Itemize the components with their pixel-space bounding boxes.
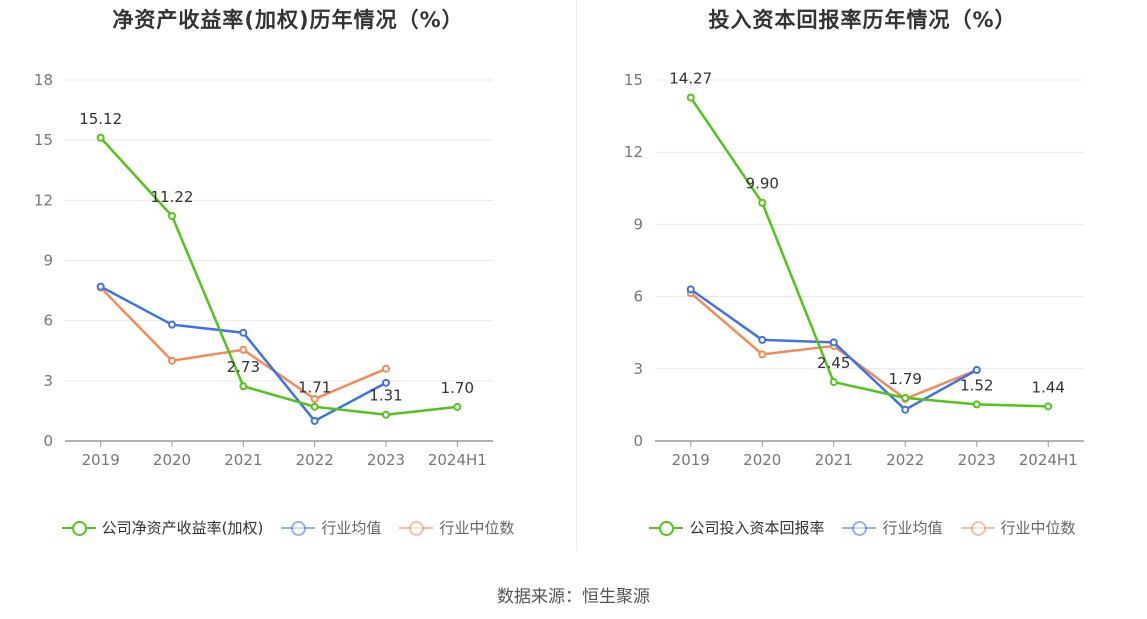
y-tick-label: 12 <box>624 143 643 161</box>
x-tick-label: 2020 <box>743 451 781 469</box>
legend-label: 行业均值 <box>882 519 943 537</box>
legend-company-swatch-icon <box>61 520 96 536</box>
x-tick-label: 2021 <box>224 451 262 469</box>
roe-series-median-line <box>99 286 387 401</box>
y-tick-label: 15 <box>624 71 643 89</box>
roe-data-label: 11.22 <box>151 188 194 206</box>
legend-item-industry-avg[interactable]: 行业均值 <box>842 517 943 538</box>
roic-company-point <box>972 400 981 409</box>
x-tick-label: 2023 <box>958 451 996 469</box>
roe-median-point <box>239 345 248 354</box>
roe-median-point <box>310 394 319 403</box>
x-tick-label: 2024H1 <box>428 451 487 469</box>
roe-avg-point <box>310 416 319 425</box>
roe-chart-legend: 公司净资产收益率(加权) 行业均值 行业中位数 <box>0 517 576 538</box>
roe-company-point <box>168 211 176 220</box>
roe-chart-panel: 净资产收益率(加权)历年情况（%） 0 3 6 9 12 15 18 2019 2020 2021… <box>0 0 576 555</box>
roe-data-label: 15.12 <box>79 110 122 128</box>
y-tick-label: 3 <box>633 360 643 378</box>
roic-avg-point <box>829 338 838 347</box>
roe-data-label: 1.71 <box>298 379 331 397</box>
roe-company-point <box>310 402 319 411</box>
y-tick-label: 3 <box>43 372 53 390</box>
legend-item-industry-avg[interactable]: 行业均值 <box>281 517 381 538</box>
data-source-note: 数据来源：恒生聚源 <box>497 587 650 607</box>
roe-avg-point <box>239 328 248 337</box>
roic-data-label: 1.79 <box>889 370 922 388</box>
legend-avg-swatch-icon <box>842 520 877 536</box>
legend-label: 公司净资产收益率(加权) <box>101 519 264 537</box>
roic-avg-point <box>686 285 695 294</box>
x-tick-label: 2023 <box>367 451 405 469</box>
roic-avg-point <box>972 366 981 375</box>
roe-avg-point <box>168 320 176 329</box>
roe-avg-point <box>96 282 105 291</box>
y-tick-label: 9 <box>633 215 643 233</box>
y-tick-label: 0 <box>633 432 643 450</box>
x-tick-label: 2022 <box>886 451 924 469</box>
x-tick-label: 2020 <box>153 451 191 469</box>
panel-divider <box>576 0 577 550</box>
roic-median-point <box>758 350 767 359</box>
roe-company-point <box>382 410 390 419</box>
roe-company-point <box>239 382 248 391</box>
legend-label: 行业均值 <box>321 519 382 537</box>
roic-chart-svg: 0 3 6 9 12 15 2019 2020 2021 2022 2023 2024H1 14.27 9… <box>624 70 1084 469</box>
roic-company-point <box>1044 402 1053 411</box>
legend-company-swatch-icon <box>649 520 684 536</box>
roic-company-point <box>829 378 838 387</box>
legend-item-industry-median[interactable]: 行业中位数 <box>399 517 514 538</box>
roe-chart-svg: 0 3 6 9 12 15 18 2019 2020 2021 2022 2023 2024H1 15.1… <box>34 71 493 469</box>
roe-median-point <box>382 364 390 373</box>
roe-avg-point <box>382 378 390 387</box>
y-tick-label: 15 <box>34 131 53 149</box>
roe-series-company-line <box>99 136 458 416</box>
y-tick-label: 18 <box>34 71 53 89</box>
roe-data-label: 1.70 <box>441 379 474 397</box>
x-tick-label: 2019 <box>82 451 120 469</box>
legend-label: 行业中位数 <box>1000 519 1076 537</box>
roe-data-label: 2.73 <box>227 358 260 376</box>
roe-series-avg-line <box>100 285 387 423</box>
roic-company-point <box>686 93 695 102</box>
y-tick-label: 6 <box>43 312 53 330</box>
roe-company-point <box>453 402 462 411</box>
y-tick-label: 6 <box>633 288 643 306</box>
y-tick-label: 12 <box>34 191 53 209</box>
roe-data-label: 1.31 <box>369 387 402 405</box>
x-tick-label: 2019 <box>672 451 710 469</box>
roic-data-label: 2.45 <box>817 354 850 372</box>
roic-company-point <box>758 198 767 207</box>
legend-item-company-roe[interactable]: 公司净资产收益率(加权) <box>61 517 264 538</box>
y-tick-label: 9 <box>43 252 53 270</box>
roe-median-point <box>168 356 176 365</box>
roic-chart-panel: 投入资本回报率历年情况（%） 0 3 6 9 12 15 2019 2020 2021 2022 2… <box>578 0 1147 555</box>
roic-avg-point <box>758 335 767 344</box>
x-tick-label: 2022 <box>296 451 334 469</box>
legend-label: 公司投入资本回报率 <box>689 519 825 537</box>
roe-company-point <box>96 133 105 142</box>
x-tick-label: 2024H1 <box>1019 451 1078 469</box>
legend-item-company-roic[interactable]: 公司投入资本回报率 <box>649 517 824 538</box>
roic-avg-point <box>901 405 910 414</box>
roic-chart-legend: 公司投入资本回报率 行业均值 行业中位数 <box>578 517 1147 538</box>
legend-avg-swatch-icon <box>281 520 316 536</box>
legend-median-swatch-icon <box>399 520 434 536</box>
roic-data-label: 1.52 <box>960 376 993 394</box>
roic-chart-title: 投入资本回报率历年情况（%） <box>708 8 1017 32</box>
y-tick-label: 0 <box>43 432 53 450</box>
roic-company-point <box>901 393 910 402</box>
roic-data-label: 14.27 <box>669 70 712 88</box>
roic-data-label: 1.44 <box>1032 378 1065 396</box>
roic-data-label: 9.90 <box>746 175 779 193</box>
roe-chart-title: 净资产收益率(加权)历年情况（%） <box>112 8 464 32</box>
legend-item-industry-median[interactable]: 行业中位数 <box>960 517 1076 538</box>
legend-label: 行业中位数 <box>439 519 515 537</box>
x-tick-label: 2021 <box>815 451 853 469</box>
roic-series-company-line <box>689 96 1049 408</box>
legend-median-swatch-icon <box>960 520 995 536</box>
